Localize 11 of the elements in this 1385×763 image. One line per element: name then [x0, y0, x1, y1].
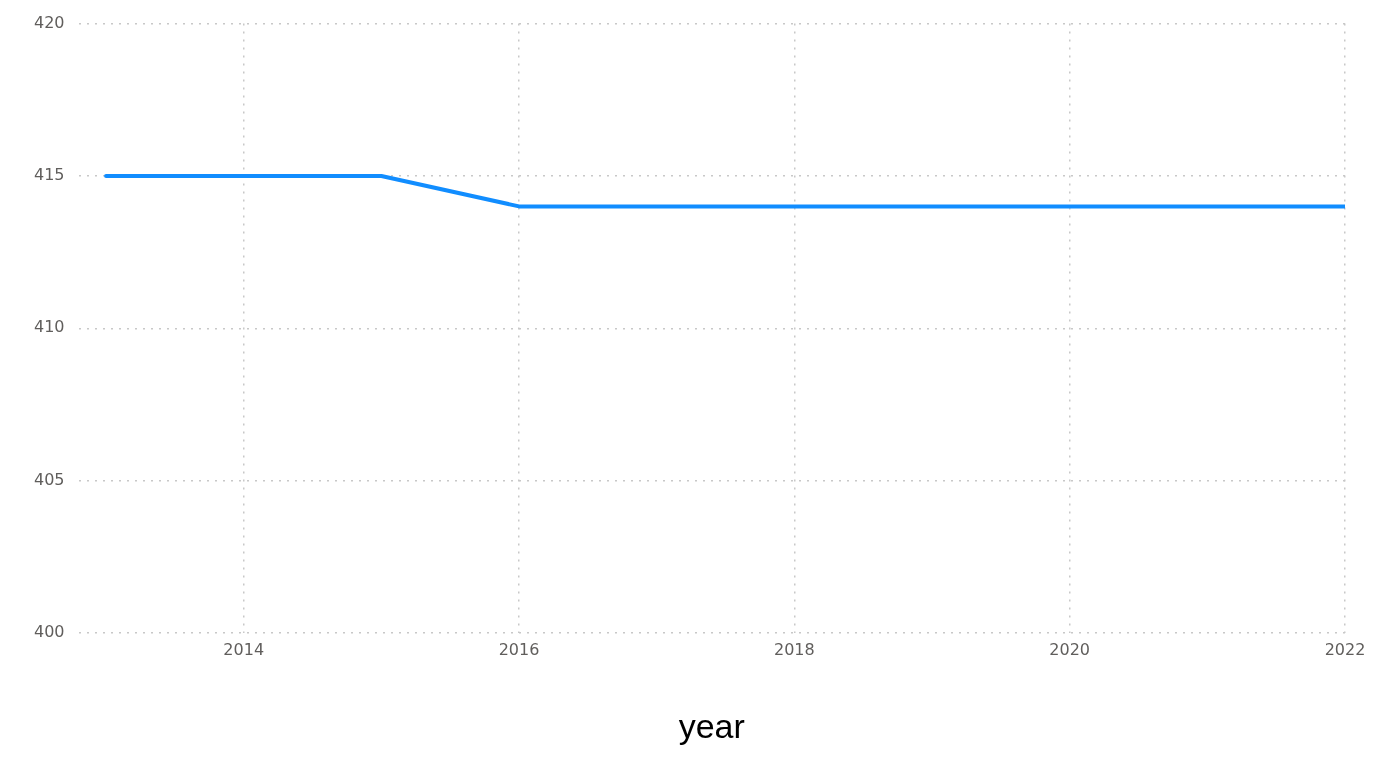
x-axis-title: year: [678, 706, 745, 745]
y-tick-label: 420: [33, 12, 65, 32]
y-tick-label: 405: [33, 469, 65, 489]
y-tick-label: 410: [33, 317, 65, 337]
x-tick-label: 2016: [498, 639, 540, 659]
y-tick-label: 400: [33, 622, 65, 642]
x-tick-label: 2018: [774, 639, 815, 659]
x-tick-label: 2020: [1049, 639, 1091, 659]
y-tick-label: 415: [33, 165, 65, 185]
x-tick-label: 2014: [223, 639, 265, 659]
x-tick-label: 2022: [1324, 639, 1366, 659]
